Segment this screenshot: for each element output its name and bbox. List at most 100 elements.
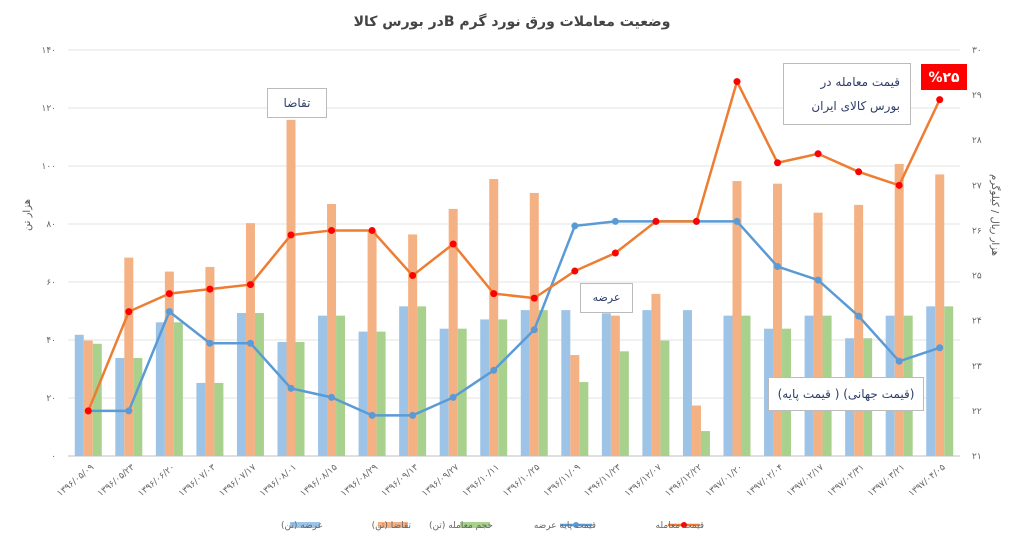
bar [642,310,652,456]
bar [358,331,368,456]
bar [700,431,710,456]
line-point [814,276,822,284]
bar [92,343,102,456]
x-tick-label: ۱۳۹۷/۰۱/۲۰ [704,463,745,499]
bar [651,293,661,456]
bar [773,183,783,456]
x-tick-labels: ۱۳۹۶/۰۵/۰۹ ۱۳۹۶/۰۵/۲۳ ۱۳۹۶/۰۶/۲۰ ۱۳۹۶/۰۷/۰۳… [55,463,947,500]
bar [480,319,490,456]
annotation-trade-price: قیمت معامله در بورس کالای ایران [783,63,911,125]
bar [295,342,305,456]
line-point [125,407,133,415]
bar [399,306,409,456]
bar [601,313,611,456]
bar [498,319,508,456]
y2-tick-label: ۳۰ [972,46,982,56]
series-line [88,220,941,417]
legend-marker [681,522,687,528]
bar [196,382,206,456]
line-point [490,290,498,298]
legend-label: قیمت معامله [656,521,704,531]
bar [894,163,904,456]
line-point [287,231,295,239]
line-point [733,217,741,225]
bar [570,355,580,456]
bar [236,313,246,456]
chart-title: وضعیت معاملات ورق نورد گرم Bدر بورس کالا [354,13,671,30]
x-tick-label: ۱۳۹۷/۰۲/۰۴ [745,463,786,500]
y2-tick-label: ۲۷ [972,181,982,191]
x-tick-label: ۱۳۹۷/۰۲/۳۱ [826,463,867,499]
bar [529,192,539,456]
line-point [611,217,619,225]
bar [155,322,165,456]
line-point [895,357,903,365]
annotation-percent: %۲۵ [921,64,967,90]
bar [417,306,427,456]
bar [327,203,337,456]
bar [691,405,701,456]
bar [74,334,84,456]
y-tick-label: ۸۰ [46,220,56,230]
bar [367,230,377,456]
line-point [855,312,863,320]
y-tick-label: ۶۰ [46,278,56,288]
line-point [571,222,579,230]
line-point [692,217,700,225]
legend-swatch [460,522,490,528]
legend-label: عرضه (تن) [281,521,323,531]
bar [520,310,530,456]
x-tick-label: ۱۳۹۶/۰۷/۰۳ [177,463,218,500]
line-point [287,384,295,392]
lines [84,78,944,419]
y-tick-label: ۲۰ [46,394,56,404]
line-point [409,272,417,280]
legend-label: قیمت پایه عرضه [534,521,596,531]
bar [619,351,629,456]
line-point [84,407,92,415]
y2-tick-label: ۲۸ [972,136,982,146]
line-point [571,267,579,275]
y-tick-label: ۱۲۰ [41,104,56,114]
annotation-base-price: (قیمت جهانی) ( قیمت پایه) [768,377,924,411]
line-point [368,411,376,419]
x-tick-label: ۱۳۹۶/۰۸/۰۱ [258,463,299,499]
line-point [936,344,944,352]
y2-tick-label: ۲۵ [972,272,982,282]
line-point [530,326,538,334]
x-tick-label: ۱۳۹۶/۰۵/۲۳ [96,463,137,500]
bar [277,342,287,456]
line-point [733,78,741,86]
bar [489,179,499,457]
bar [205,266,215,456]
bar [448,208,458,456]
bar [115,357,125,456]
bar [854,204,864,456]
bar [336,315,346,456]
bar [214,382,224,456]
x-tick-label: ۱۳۹۶/۰۹/۲۷ [420,463,461,500]
x-tick-label: ۱۳۹۶/۰۸/۲۹ [339,463,380,500]
x-tick-label: ۱۳۹۶/۰۹/۱۳ [380,463,421,500]
line-point [409,411,417,419]
bar [660,340,670,456]
bar [408,234,418,456]
bar [682,310,692,456]
annotation-supply: عرضه [580,283,633,313]
line-point [206,285,214,293]
bar [813,212,823,456]
bar [561,310,571,456]
y2-axis-label: هزار ریال / کیلوگرم [989,174,1001,256]
line-point [774,263,782,271]
line-point [165,290,173,298]
legend-swatch [378,522,408,528]
x-tick-label: ۱۳۹۶/۱۰/۲۵ [501,463,542,500]
x-tick-label: ۱۳۹۷/۰۴/۰۵ [907,463,948,500]
bar [538,310,548,456]
bar [579,382,589,456]
line-point [774,159,782,167]
line-point [652,217,660,225]
bar [926,306,936,456]
y-tick-label: ۰ [51,452,56,462]
